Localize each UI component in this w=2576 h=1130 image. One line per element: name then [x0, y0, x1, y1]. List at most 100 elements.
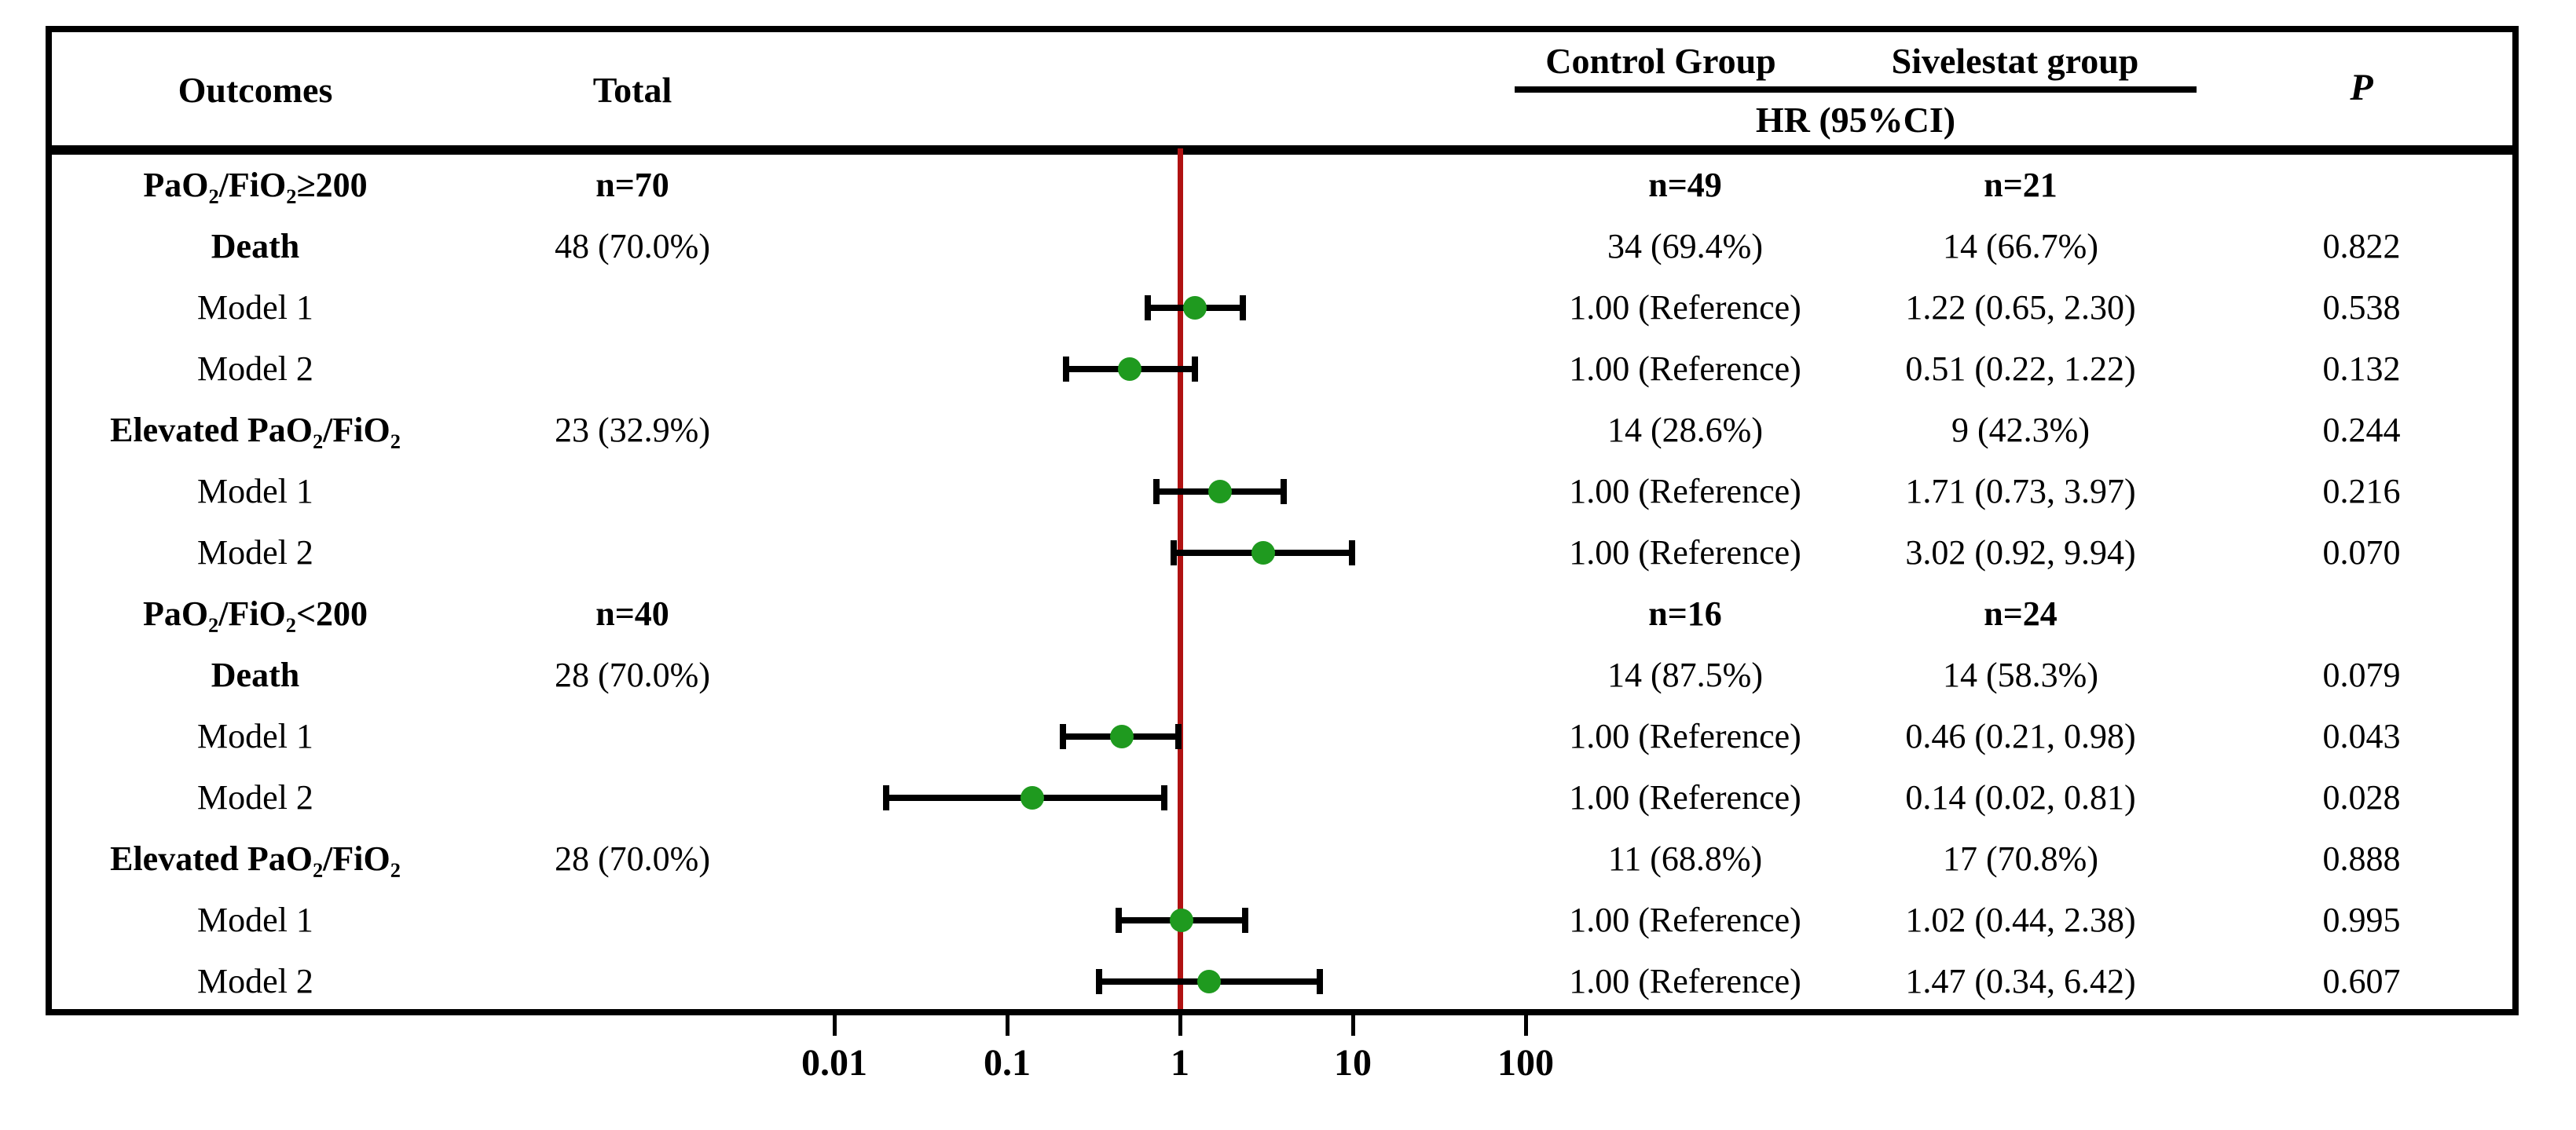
- ci-cap: [1059, 724, 1066, 749]
- cell-control: 1.00 (Reference): [1569, 472, 1801, 510]
- ci-cap: [1160, 785, 1167, 810]
- cell-sivelestat: 9 (42.3%): [1951, 411, 2090, 449]
- column-header-control-group: Control Group: [1545, 41, 1776, 81]
- cell-p: 0.132: [2322, 349, 2401, 388]
- cell-total: 23 (32.9%): [555, 411, 710, 449]
- hr-point-marker: [1208, 480, 1233, 503]
- cell-outcome: Death: [211, 227, 300, 265]
- cell-control: 34 (69.4%): [1607, 227, 1763, 265]
- cell-sivelestat: 17 (70.8%): [1943, 839, 2098, 878]
- group-header-underline: [1515, 86, 2197, 93]
- cell-outcome: Model 1: [197, 717, 313, 755]
- axis-tick: [832, 1015, 837, 1036]
- axis-tick: [1005, 1015, 1010, 1036]
- reference-line: [1177, 148, 1183, 1009]
- cell-p: 0.028: [2322, 778, 2401, 817]
- ci-cap: [1063, 357, 1070, 382]
- column-header-outcomes: Outcomes: [178, 70, 333, 110]
- cell-control: 1.00 (Reference): [1569, 717, 1801, 755]
- cell-p: 0.216: [2322, 472, 2401, 510]
- cell-p: 0.995: [2322, 901, 2401, 939]
- cell-control: 1.00 (Reference): [1569, 288, 1801, 327]
- column-header-sivelestat-group: Sivelestat group: [1891, 41, 2139, 81]
- cell-outcome: PaO₂/FiO₂≥200: [143, 166, 368, 204]
- cell-sivelestat: 0.46 (0.21, 0.98): [1905, 717, 2136, 755]
- cell-sivelestat: 0.51 (0.22, 1.22): [1905, 349, 2136, 388]
- cell-sivelestat: 1.02 (0.44, 2.38): [1905, 901, 2136, 939]
- hr-point-marker: [1182, 296, 1207, 320]
- cell-sivelestat: 14 (58.3%): [1943, 656, 2098, 694]
- ci-cap: [1239, 295, 1246, 320]
- axis-tick: [1523, 1015, 1528, 1036]
- axis-tick-label: 100: [1497, 1042, 1554, 1084]
- cell-control: 1.00 (Reference): [1569, 901, 1801, 939]
- cell-control: 14 (87.5%): [1607, 656, 1763, 694]
- cell-control: n=16: [1648, 594, 1722, 633]
- cell-sivelestat: n=21: [1984, 166, 2058, 204]
- hr-point-marker: [1196, 970, 1221, 993]
- cell-p: 0.079: [2322, 656, 2401, 694]
- column-header-p-value: P: [2350, 67, 2373, 108]
- cell-outcome: Model 1: [197, 472, 313, 510]
- ci-cap: [1316, 969, 1323, 994]
- hr-point-marker: [1251, 541, 1275, 565]
- cell-control: 1.00 (Reference): [1569, 533, 1801, 572]
- ci-cap: [1152, 479, 1160, 504]
- axis-tick: [1178, 1015, 1182, 1036]
- cell-p: 0.538: [2322, 288, 2401, 327]
- cell-outcome: Model 1: [197, 901, 313, 939]
- cell-control: 1.00 (Reference): [1569, 349, 1801, 388]
- cell-sivelestat: 3.02 (0.92, 9.94): [1905, 533, 2136, 572]
- cell-outcome: PaO₂/FiO₂<200: [142, 594, 368, 633]
- cell-control: 1.00 (Reference): [1569, 962, 1801, 1000]
- axis-tick-label: 1: [1171, 1042, 1189, 1084]
- ci-cap: [1349, 540, 1356, 565]
- hr-point-marker: [1021, 786, 1045, 810]
- ci-cap: [883, 785, 890, 810]
- cell-outcome: Model 2: [197, 962, 313, 1000]
- cell-total: 48 (70.0%): [555, 227, 710, 265]
- cell-p: 0.822: [2322, 227, 2401, 265]
- cell-outcome: Model 2: [197, 349, 313, 388]
- ci-cap: [1191, 357, 1198, 382]
- axis-tick-label: 0.1: [984, 1042, 1031, 1084]
- cell-outcome: Model 2: [197, 778, 313, 817]
- ci-cap: [1280, 479, 1287, 504]
- ci-cap: [1171, 540, 1178, 565]
- cell-outcome: Death: [211, 656, 300, 694]
- ci-cap: [1095, 969, 1102, 994]
- ci-cap: [1144, 295, 1151, 320]
- ci-cap: [1175, 724, 1182, 749]
- cell-sivelestat: 1.71 (0.73, 3.97): [1905, 472, 2136, 510]
- cell-sivelestat: n=24: [1984, 594, 2058, 633]
- cell-outcome: Model 2: [197, 533, 313, 572]
- cell-control: 14 (28.6%): [1607, 411, 1763, 449]
- axis-tick: [1350, 1015, 1355, 1036]
- axis-tick-label: 10: [1334, 1042, 1372, 1084]
- cell-p: 0.244: [2322, 411, 2401, 449]
- cell-outcome: Elevated PaO₂/FiO₂: [110, 411, 401, 449]
- cell-p: 0.043: [2322, 717, 2401, 755]
- header-separator-line: [46, 145, 2519, 155]
- cell-outcome: Model 1: [197, 288, 313, 327]
- cell-p: 0.070: [2322, 533, 2401, 572]
- cell-total: 28 (70.0%): [555, 839, 710, 878]
- axis-tick-label: 0.01: [801, 1042, 867, 1084]
- cell-total: n=70: [595, 166, 669, 204]
- cell-control: 1.00 (Reference): [1569, 778, 1801, 817]
- cell-sivelestat: 0.14 (0.02, 0.81): [1905, 778, 2136, 817]
- cell-p: 0.607: [2322, 962, 2401, 1000]
- cell-total: 28 (70.0%): [555, 656, 710, 694]
- cell-total: n=40: [595, 594, 669, 633]
- table-border: Outcomes Total Control Group Sivelestat …: [46, 26, 2519, 1015]
- cell-sivelestat: 1.47 (0.34, 6.42): [1905, 962, 2136, 1000]
- cell-sivelestat: 14 (66.7%): [1943, 227, 2098, 265]
- cell-control: 11 (68.8%): [1607, 839, 1763, 878]
- hr-point-marker: [1109, 725, 1134, 748]
- cell-outcome: Elevated PaO₂/FiO₂: [110, 839, 401, 878]
- hr-point-marker: [1169, 909, 1193, 932]
- column-header-total: Total: [592, 70, 672, 110]
- cell-p: 0.888: [2322, 839, 2401, 878]
- cell-control: n=49: [1648, 166, 1722, 204]
